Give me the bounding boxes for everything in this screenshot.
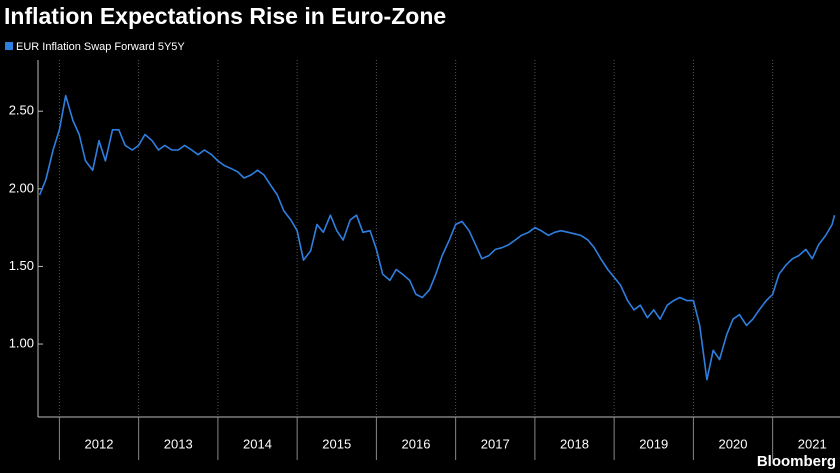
- legend-label: EUR Inflation Swap Forward 5Y5Y: [16, 41, 185, 53]
- y-tick-label: 1.00: [9, 335, 34, 350]
- x-tick-label: 2021: [798, 436, 827, 451]
- chart-title: Inflation Expectations Rise in Euro-Zone: [4, 3, 446, 29]
- y-tick-label: 1.50: [9, 258, 34, 273]
- x-tick-label: 2014: [243, 436, 272, 451]
- x-tick-label: 2015: [322, 436, 351, 451]
- y-tick-label: 2.00: [9, 180, 34, 195]
- y-tick-label: 2.50: [9, 103, 34, 118]
- series-line: [38, 94, 836, 381]
- x-tick-label: 2018: [560, 436, 589, 451]
- legend-swatch: [5, 42, 13, 50]
- x-tick-label: 2017: [481, 436, 510, 451]
- source-logo: Bloomberg: [757, 453, 836, 470]
- x-tick-label: 2020: [719, 436, 748, 451]
- x-tick-label: 2016: [402, 436, 431, 451]
- x-tick-label: 2012: [85, 436, 114, 451]
- x-tick-label: 2013: [164, 436, 193, 451]
- x-tick-label: 2019: [639, 436, 668, 451]
